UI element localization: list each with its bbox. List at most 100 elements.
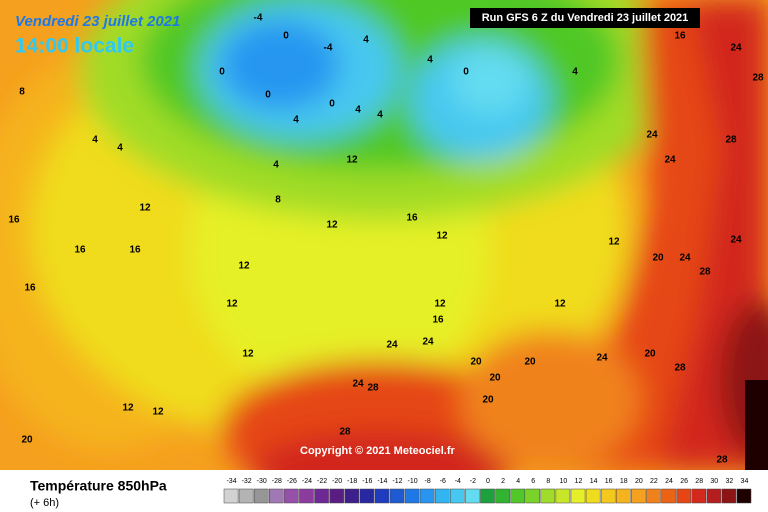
- scale-label: -34: [226, 478, 236, 485]
- contour-label: 0: [265, 90, 271, 101]
- scale-label: 22: [650, 478, 658, 485]
- scale-label: 2: [501, 478, 505, 485]
- contour-label: 28: [674, 363, 686, 374]
- color-swatch: [661, 488, 676, 504]
- contour-labels: -4 0 -4 4 0 0 4 0 4 4 4 0 4 8 4 4 12 8 4 16 12 16 16 12 16 12 12 24…: [8, 13, 764, 466]
- color-swatch: [419, 488, 435, 504]
- color-swatch: [570, 488, 586, 504]
- contour-label: 4: [572, 67, 578, 78]
- contour-label: 4: [92, 135, 98, 146]
- color-swatch: [253, 488, 269, 504]
- scale-label: 0: [486, 478, 490, 485]
- color-swatch: [404, 488, 420, 504]
- scale-label: -32: [242, 478, 252, 485]
- color-swatch: [434, 488, 450, 504]
- scale-label: -2: [470, 478, 476, 485]
- contour-label: 20: [489, 373, 501, 384]
- scale-label: 24: [665, 478, 673, 485]
- contour-label: 24: [386, 340, 398, 351]
- color-swatch: [269, 488, 284, 504]
- contour-label: 12: [122, 403, 134, 414]
- contour-label: 12: [346, 155, 358, 166]
- scale-label: 20: [635, 478, 643, 485]
- scale-label: 30: [710, 478, 718, 485]
- color-swatch: [585, 488, 601, 504]
- contour-label: 12: [434, 299, 446, 310]
- run-info: Run GFS 6 Z du Vendredi 23 juillet 2021: [482, 12, 689, 24]
- contour-label: 24: [679, 253, 691, 264]
- color-swatch: [465, 488, 480, 504]
- scale-label: -10: [408, 478, 418, 485]
- color-swatch: [676, 488, 691, 504]
- contour-label: 12: [226, 299, 238, 310]
- contour-label: 12: [242, 349, 254, 360]
- contour-label: 4: [377, 110, 383, 121]
- color-swatch: [284, 488, 299, 504]
- run-box: [470, 8, 700, 28]
- contour-label: -4: [254, 13, 263, 24]
- contour-label: 28: [752, 73, 764, 84]
- color-swatch: [525, 488, 541, 504]
- contour-label: 28: [339, 427, 351, 438]
- color-swatch: [555, 488, 571, 504]
- contour-label: 4: [293, 115, 299, 126]
- scale-label: 10: [560, 478, 568, 485]
- contour-label: 28: [367, 383, 379, 394]
- scale-label: -6: [440, 478, 446, 485]
- scale-label: -8: [425, 478, 431, 485]
- contour-label: 0: [283, 31, 289, 42]
- color-swatch: [389, 488, 405, 504]
- contour-label: 12: [608, 237, 620, 248]
- scale-label: 8: [546, 478, 550, 485]
- contour-label: 4: [363, 35, 369, 46]
- scale-label: 32: [725, 478, 733, 485]
- contour-label: 0: [329, 99, 335, 110]
- contour-label: 12: [326, 220, 338, 231]
- scale-label: -18: [347, 478, 357, 485]
- color-swatch: [238, 488, 254, 504]
- contour-label: 12: [139, 203, 151, 214]
- color-swatch: [359, 488, 375, 504]
- color-swatch: [374, 488, 390, 504]
- scale-label: 14: [590, 478, 598, 485]
- contour-label: 12: [152, 407, 164, 418]
- contour-label: 16: [74, 245, 86, 256]
- scale-label: -20: [332, 478, 342, 485]
- scale-label: -14: [377, 478, 387, 485]
- color-swatch: [540, 488, 556, 504]
- contour-label: 16: [129, 245, 141, 256]
- contour-label: 28: [699, 267, 711, 278]
- color-swatch: [600, 488, 616, 504]
- color-swatch: [736, 488, 752, 504]
- color-swatch: [646, 488, 661, 504]
- contour-label: 12: [238, 261, 250, 272]
- contour-label: 24: [646, 130, 658, 141]
- scale-label: -22: [317, 478, 327, 485]
- color-swatch: [480, 488, 495, 504]
- color-scale: -34 -32 -30 -28 -26 -24 -22 -20 -18 -16 -14 -12 -10-…: [223, 478, 752, 504]
- legend-title: Température 850hPa: [30, 478, 167, 494]
- contour-label: 16: [674, 31, 686, 42]
- contour-label: 20: [644, 349, 656, 360]
- contour-label: 20: [482, 395, 494, 406]
- contour-label: 8: [19, 87, 25, 98]
- contour-label: 28: [716, 455, 728, 466]
- color-swatch: [450, 488, 465, 504]
- contour-label: 16: [432, 315, 444, 326]
- copyright: Copyright © 2021 Meteociel.fr: [300, 445, 456, 457]
- contour-label: -4: [324, 43, 333, 54]
- scale-label: 26: [680, 478, 688, 485]
- contour-label: 4: [427, 55, 433, 66]
- contour-label: 24: [664, 155, 676, 166]
- color-swatch: [223, 488, 239, 504]
- contour-label: 8: [275, 195, 281, 206]
- scale-label: -24: [302, 478, 312, 485]
- scale-label: -30: [257, 478, 267, 485]
- scale-label: -12: [392, 478, 402, 485]
- contour-label: 28: [725, 135, 737, 146]
- contour-label: 24: [730, 235, 742, 246]
- contour-label: 24: [730, 43, 742, 54]
- contour-label: 12: [436, 231, 448, 242]
